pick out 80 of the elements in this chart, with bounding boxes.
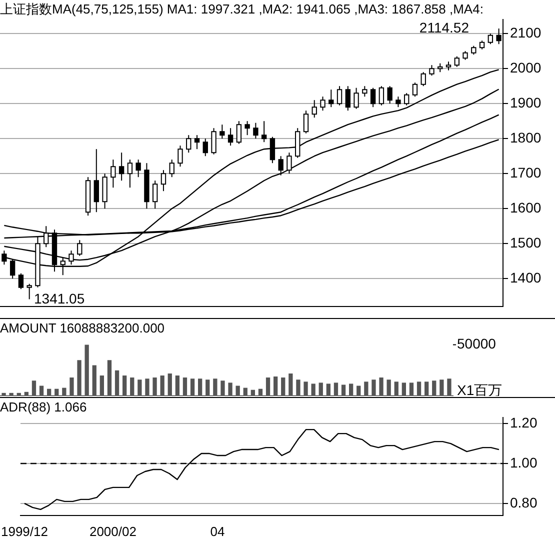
bar xyxy=(130,378,134,396)
bar xyxy=(334,382,338,396)
bar xyxy=(440,380,444,396)
bar xyxy=(175,376,180,396)
annotation: 1341.05 xyxy=(34,290,85,307)
bar xyxy=(296,380,300,396)
bar xyxy=(288,373,293,396)
bar xyxy=(402,382,406,396)
bar xyxy=(274,376,278,396)
x-tick-label: 1999/12 xyxy=(0,524,48,539)
y-tick-label: 1900 xyxy=(510,94,542,110)
x-tick-label: 04 xyxy=(210,524,225,539)
bar xyxy=(47,388,52,396)
y-tick-label: 1500 xyxy=(510,234,542,250)
y-tick-label: 2100 xyxy=(510,24,542,40)
bar xyxy=(122,376,127,396)
bar xyxy=(281,378,286,396)
bar xyxy=(182,378,188,396)
bar xyxy=(416,382,422,396)
y-tick-label: 1.00 xyxy=(510,454,538,470)
chart-title: AMOUNT 16088883200.000 xyxy=(0,320,165,336)
annotation: 2114.52 xyxy=(419,20,470,36)
bar xyxy=(92,365,96,396)
bar xyxy=(32,380,36,396)
bar xyxy=(39,386,44,396)
bar xyxy=(228,382,232,396)
bar xyxy=(84,344,89,396)
bar xyxy=(304,382,308,396)
bar xyxy=(326,384,330,396)
y-tick-label: 2000 xyxy=(510,59,542,76)
bar xyxy=(258,388,263,396)
bar xyxy=(318,382,323,396)
bar xyxy=(114,370,120,396)
bar xyxy=(100,376,104,396)
text: 50000 xyxy=(457,336,496,352)
bar xyxy=(16,392,21,396)
bar xyxy=(379,378,384,396)
bar xyxy=(220,380,225,396)
y-tick-label: 0.80 xyxy=(510,494,538,510)
y-tick-label: 1800 xyxy=(510,129,542,146)
bar xyxy=(356,386,361,396)
bar xyxy=(250,390,255,396)
bar xyxy=(349,384,354,396)
bar xyxy=(70,378,74,396)
bar xyxy=(447,378,452,396)
bar xyxy=(236,386,240,396)
bar xyxy=(168,373,172,396)
x-tick-label: 2000/02 xyxy=(89,524,136,539)
bar xyxy=(145,378,150,396)
bar xyxy=(394,382,398,396)
chart-title: ADR(88) 1.066 xyxy=(0,399,87,414)
bar xyxy=(160,376,164,396)
bar xyxy=(341,384,346,396)
bar xyxy=(372,380,376,396)
bar xyxy=(24,392,28,396)
bar xyxy=(9,392,14,396)
bar xyxy=(432,380,436,396)
bar xyxy=(138,380,142,396)
y-tick-label: 1.20 xyxy=(510,414,538,430)
bar xyxy=(77,360,82,396)
bar xyxy=(107,360,112,396)
bar xyxy=(213,378,218,396)
bar xyxy=(2,392,6,396)
bar xyxy=(386,380,391,396)
bar xyxy=(424,382,429,396)
y-tick-label: 1700 xyxy=(510,164,542,180)
y-tick-label: 1600 xyxy=(510,199,542,216)
y-tick-label: 1400 xyxy=(510,269,542,286)
bar xyxy=(206,380,210,396)
bar xyxy=(198,378,202,396)
bar xyxy=(54,388,59,396)
bar xyxy=(409,382,414,396)
bar xyxy=(62,388,66,396)
chart-title: 上证指数MA(45,75,125,155) MA1: 1997.321 ,MA2: 1941.065 ,MA3: 1867.858 ,MA4: xyxy=(0,1,484,16)
bar xyxy=(364,382,368,396)
bar xyxy=(243,388,248,396)
bar xyxy=(190,378,195,396)
bar xyxy=(266,378,270,396)
bar xyxy=(152,378,157,396)
bar xyxy=(311,384,316,396)
